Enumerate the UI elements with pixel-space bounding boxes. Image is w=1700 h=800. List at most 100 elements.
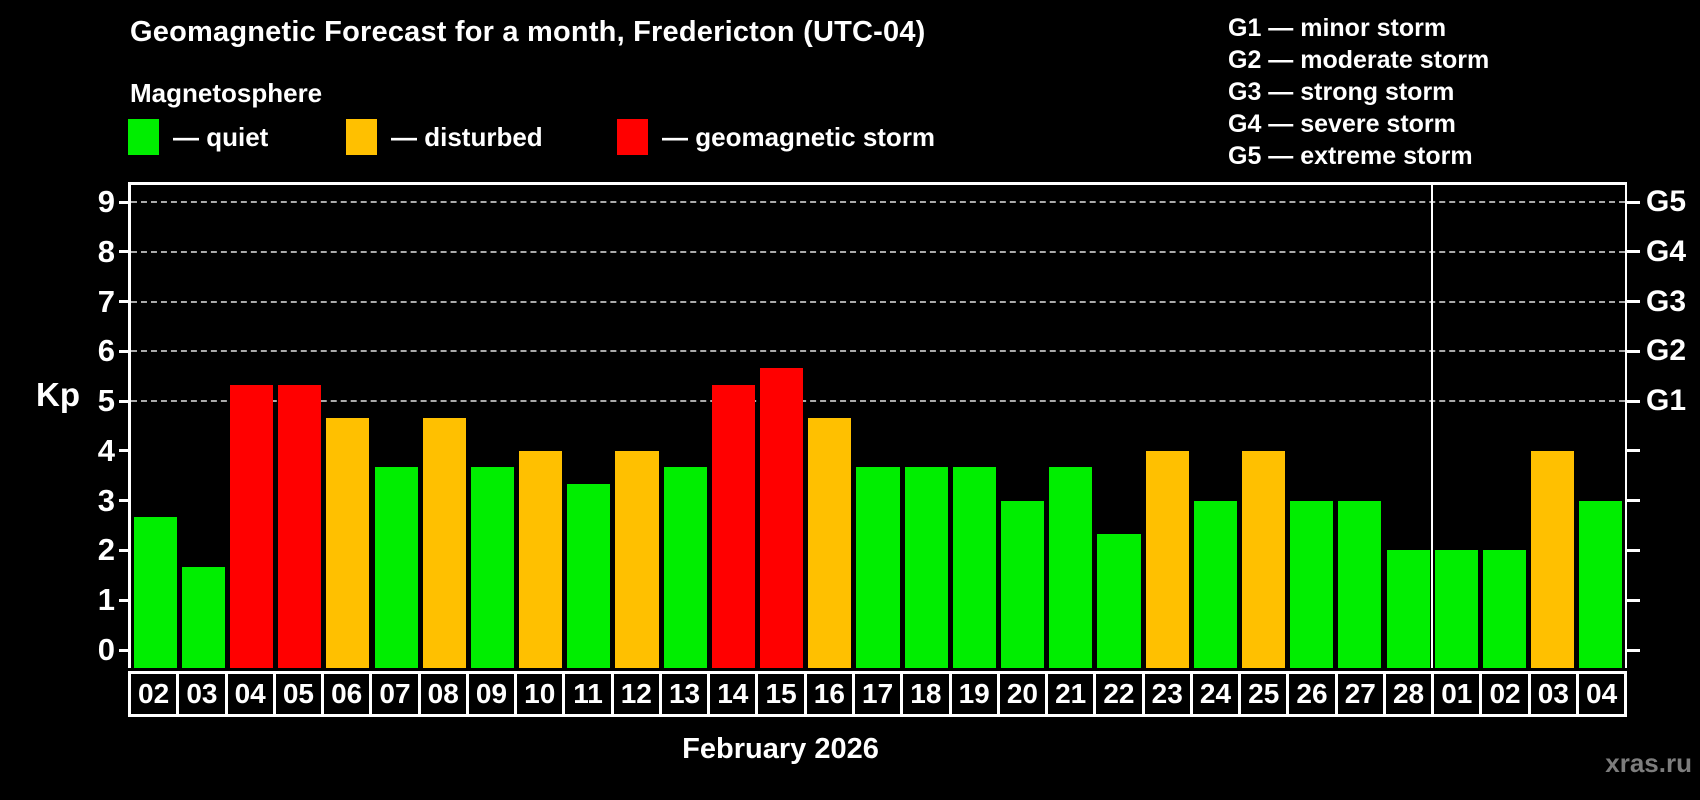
g-axis-label-g5: G5	[1646, 185, 1687, 218]
day-label-feb-14: 14	[707, 671, 759, 717]
day-label-feb-05: 05	[272, 671, 325, 717]
y-axis-label-6: 6	[97, 333, 115, 369]
bar-day-14	[711, 384, 755, 668]
bar-day-25	[1242, 450, 1286, 668]
x-axis-month-label: February 2026	[682, 733, 879, 765]
g-legend-line-g2: G2 — moderate storm	[1228, 46, 1490, 74]
y-axis-tick-left-4	[119, 449, 128, 453]
legend-item-storm: — geomagnetic storm	[617, 118, 935, 156]
bar-day-16	[808, 417, 852, 668]
bar-day-10	[519, 450, 563, 668]
day-label-feb-10: 10	[514, 671, 566, 717]
bar-day-26	[1290, 500, 1334, 668]
y-axis-tick-left-0	[119, 648, 128, 652]
legend-label-disturbed: — disturbed	[391, 121, 543, 152]
g-legend-line-g3: G3 — strong storm	[1228, 78, 1455, 106]
y-axis-tick-left-5	[119, 399, 128, 403]
day-label-mar-02: 02	[1479, 671, 1531, 717]
legend-label-quiet: — quiet	[173, 121, 269, 152]
day-label-feb-11: 11	[562, 671, 614, 717]
y-axis-tick-right-5	[1627, 399, 1640, 403]
day-label-feb-07: 07	[369, 671, 421, 717]
bar-day-20	[1001, 500, 1045, 668]
bar-day-27	[1338, 500, 1382, 668]
bar-day-06	[326, 417, 370, 668]
y-axis-tick-left-6	[119, 349, 128, 353]
y-axis-label-7: 7	[97, 283, 115, 319]
bar-day-08	[422, 417, 466, 668]
storm-color-swatch	[617, 119, 648, 155]
bar-day-09	[470, 467, 515, 668]
g-legend-line-g4: G4 — severe storm	[1228, 110, 1456, 138]
bar-day-03	[181, 566, 225, 668]
y-axis-label-3: 3	[97, 482, 115, 518]
y-axis-tick-right-2	[1627, 548, 1640, 552]
chart-title: Geomagnetic Forecast for a month, Freder…	[130, 16, 926, 48]
bar-day-01	[1434, 550, 1478, 668]
y-axis-tick-right-7	[1627, 300, 1640, 303]
bar-day-05	[278, 384, 322, 668]
day-label-feb-27: 27	[1334, 671, 1386, 717]
bar-day-15	[760, 367, 804, 668]
day-label-row: 02 03 04 05 06 07 08 09 10 11 12 13 14 15 16 17 18 19 20 21…	[128, 671, 1628, 717]
y-axis-label-1: 1	[97, 582, 115, 618]
day-label-feb-18: 18	[900, 671, 952, 717]
bar-day-11	[567, 484, 611, 668]
bar-day-12	[615, 450, 659, 668]
gridline-kp6	[131, 350, 1625, 353]
gridline-kp9	[131, 200, 1625, 203]
day-label-mar-01: 01	[1431, 671, 1483, 717]
bar-day-19	[952, 467, 996, 668]
day-label-feb-04: 04	[224, 671, 276, 717]
bar-day-23	[1145, 450, 1189, 668]
day-label-feb-20: 20	[996, 671, 1049, 717]
day-label-feb-08: 08	[417, 671, 469, 717]
bar-day-04	[1579, 500, 1623, 668]
y-axis-tick-right-9	[1627, 200, 1640, 204]
y-axis-title-kp: Kp	[36, 376, 80, 413]
y-axis-tick-left-8	[119, 250, 128, 254]
day-label-feb-24: 24	[1189, 671, 1242, 717]
day-label-feb-09: 09	[465, 671, 518, 717]
y-axis-label-0: 0	[97, 632, 115, 667]
day-label-feb-17: 17	[851, 671, 904, 717]
bar-day-04	[229, 384, 274, 668]
g-legend-line-g5: G5 — extreme storm	[1228, 142, 1473, 170]
y-axis-tick-right-8	[1627, 250, 1640, 254]
day-label-feb-16: 16	[803, 671, 855, 717]
bar-day-24	[1193, 500, 1237, 668]
g-axis-label-g2: G2	[1646, 334, 1687, 368]
day-label-feb-25: 25	[1238, 671, 1290, 717]
g-scale-legend: G1 — minor storm G2 — moderate storm G3 …	[1228, 12, 1489, 172]
y-axis-label-8: 8	[97, 233, 115, 269]
bar-day-02	[1482, 550, 1527, 668]
plot-inner	[131, 185, 1625, 668]
y-axis-tick-left-1	[119, 598, 128, 602]
day-label-feb-28: 28	[1382, 671, 1435, 717]
day-label-feb-21: 21	[1045, 671, 1097, 717]
y-axis-label-4: 4	[97, 432, 115, 468]
disturbed-color-swatch	[346, 119, 377, 155]
watermark: xras.ru	[1605, 748, 1692, 778]
y-axis-tick-left-3	[119, 499, 128, 503]
bar-day-21	[1049, 467, 1093, 668]
g-legend-line-g1: G1 — minor storm	[1228, 14, 1447, 42]
bar-day-02	[133, 517, 177, 668]
day-label-mar-04: 04	[1575, 671, 1628, 717]
day-label-feb-03: 03	[176, 671, 228, 717]
bar-day-18	[904, 467, 948, 668]
gridline-kp5	[131, 400, 1625, 403]
bar-day-17	[856, 467, 900, 668]
y-axis-tick-right-6	[1627, 349, 1640, 353]
g-axis-label-g3: G3	[1646, 284, 1687, 318]
gridline-kp7	[131, 300, 1625, 303]
day-label-feb-12: 12	[610, 671, 662, 717]
bar-day-07	[374, 467, 418, 668]
y-axis-tick-right-0	[1627, 648, 1640, 652]
y-axis-tick-right-1	[1627, 598, 1640, 602]
day-label-feb-15: 15	[755, 671, 807, 717]
y-axis-label-9: 9	[97, 184, 115, 219]
y-axis-tick-left-2	[119, 548, 128, 552]
y-axis-label-2: 2	[97, 532, 115, 568]
